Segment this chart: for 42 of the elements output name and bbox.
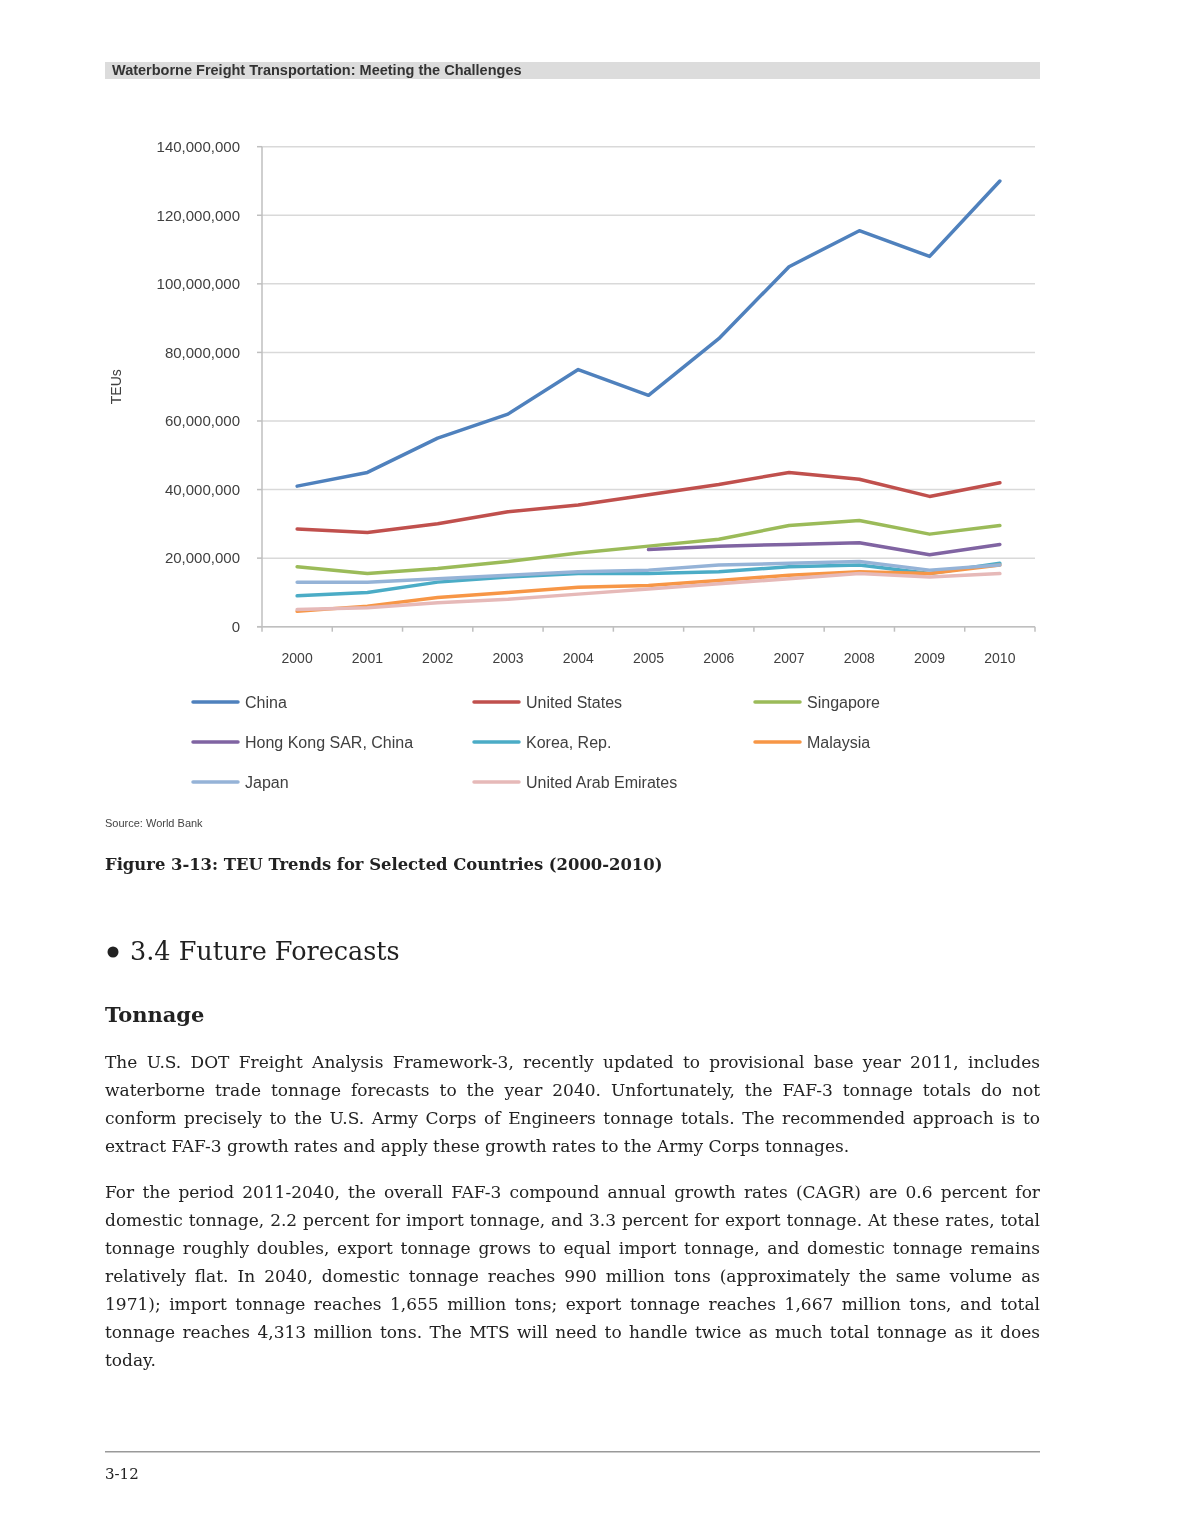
legend-label: Singapore — [807, 693, 881, 711]
y-axis-title: TEUs — [107, 369, 124, 405]
x-tick-label: 2009 — [914, 649, 946, 666]
legend-label: Hong Kong SAR, China — [245, 733, 414, 751]
text: 3-12 — [105, 1465, 139, 1483]
text: The U.S. DOT Freight Analysis Framework-3, recently updated to provisional base year 2011, includes waterborne trade tonnage forecasts to the year 2040. Unfortunately, the FAF-3 tonnage totals do not conform precisely to the U.S. Army Corps of Engineers tonnage totals. The recommended approach is to extract FAF-3 growth rates and apply these growth rates to the Army Corps tonnages. — [105, 1051, 1040, 1158]
text: 3.4 Future Forecasts — [130, 936, 400, 966]
text: Waterborne Freight Transportation: Meeting the Challenges — [112, 62, 522, 78]
legend-label: United States — [526, 693, 623, 711]
y-tick-label: 120,000,000 — [156, 206, 240, 224]
y-tick-label: 20,000,000 — [164, 549, 240, 567]
line-series — [295, 559, 1002, 584]
legend-label: Korea, Rep. — [526, 733, 612, 751]
y-tick-label: 60,000,000 — [164, 412, 240, 430]
y-tick-label: 100,000,000 — [156, 275, 240, 293]
x-tick-label: 2005 — [632, 649, 665, 666]
y-tick-label: 0 — [231, 617, 240, 635]
x-tick-label: 2003 — [492, 649, 524, 666]
x-tick-label: 2004 — [562, 649, 595, 666]
x-tick-label: 2000 — [281, 649, 313, 666]
text: For the period 2011-2040, the overall FAF-3 compound annual growth rates (CAGR) are 0.6 percent for domestic tonnage, 2.2 percent for import tonnage, and 3.3 percent for export tonnage. At these rates, total tonnage roughly doubles, export tonnage grows to equal import tonnage, and domestic tonnage remains relatively flat. In 2040, domestic tonnage reaches 990 million tons (approximately the same volume as 1971); import tonnage reaches 1,655 million tons; export tonnage reaches 1,667 million tons, and total tonnage reaches 4,313 million tons. The MTS will need to handle twice as much total tonnage as it does today. — [105, 1181, 1040, 1372]
x-tick-label: 2006 — [703, 649, 735, 666]
legend-label: Japan — [245, 773, 289, 791]
y-tick-label: 80,000,000 — [164, 343, 240, 361]
x-tick-label: 2001 — [351, 649, 384, 666]
text: Figure 3-13: TEU Trends for Selected Countries (2000-2010) — [105, 855, 663, 874]
x-tick-label: 2007 — [773, 649, 805, 666]
legend-label: United Arab Emirates — [526, 773, 678, 791]
x-tick-label: 2010 — [984, 649, 1016, 666]
line-series — [295, 571, 1002, 612]
x-tick-label: 2002 — [422, 649, 454, 666]
line-series — [295, 470, 1002, 535]
text: Tonnage — [105, 1002, 205, 1027]
line-series — [295, 179, 1002, 488]
source-note: Source: World Bank — [105, 817, 204, 829]
line-series — [295, 518, 1002, 576]
x-tick-label: 2008 — [843, 649, 876, 666]
legend-label: Malaysia — [807, 733, 871, 751]
y-tick-label: 140,000,000 — [156, 137, 240, 155]
line-series — [646, 540, 1002, 557]
y-tick-label: 40,000,000 — [164, 480, 240, 498]
legend-label: China — [245, 693, 287, 711]
